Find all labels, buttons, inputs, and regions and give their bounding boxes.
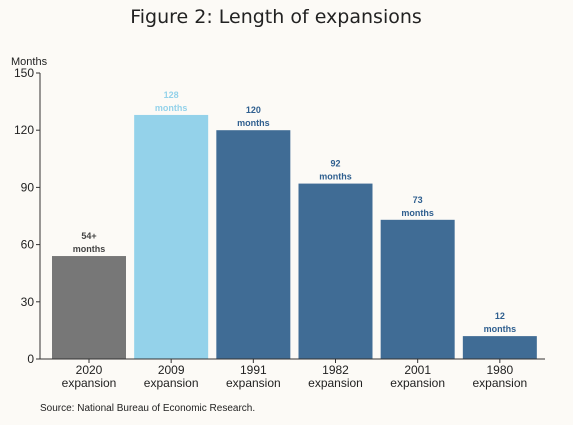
bar-value-label: 128 <box>164 90 179 100</box>
x-category-label: 1991 <box>240 363 267 377</box>
x-category-sublabel: expansion <box>226 376 281 390</box>
bar-value-label: 12 <box>495 311 505 321</box>
bar-unit-label: months <box>319 172 352 182</box>
y-tick-label: 90 <box>21 180 35 194</box>
x-category-sublabel: expansion <box>390 376 445 390</box>
bar-value-label: 54+ <box>81 231 96 241</box>
x-category-sublabel: expansion <box>472 376 527 390</box>
x-category-label: 1982 <box>322 363 349 377</box>
y-tick-label: 120 <box>14 123 34 137</box>
bar-value-label: 120 <box>246 105 261 115</box>
x-category-label: 2001 <box>404 363 431 377</box>
y-tick-label: 150 <box>14 66 34 80</box>
chart-title: Figure 2: Length of expansions <box>130 6 422 28</box>
x-category-sublabel: expansion <box>62 376 117 390</box>
bar-unit-label: months <box>484 324 517 334</box>
bar <box>52 256 126 359</box>
bar <box>462 336 537 359</box>
bar-unit-label: months <box>401 208 434 218</box>
x-category-label: 2020 <box>76 363 103 377</box>
y-tick-label: 30 <box>21 295 35 309</box>
y-axis: 0 30 60 90 120 150 <box>14 66 41 366</box>
source-note: Source: National Bureau of Economic Rese… <box>40 403 255 414</box>
bar-unit-label: months <box>73 244 106 254</box>
bar-unit-label: months <box>155 103 188 113</box>
y-tick-label: 60 <box>21 238 35 252</box>
x-category-label: 1980 <box>486 363 513 377</box>
bar-value-label: 92 <box>330 159 340 169</box>
x-category-sublabel: expansion <box>308 376 363 390</box>
bar <box>216 130 291 359</box>
x-axis: 2020expansion2009expansion1991expansion1… <box>40 358 545 390</box>
bars-group: 54+ months 128 months 120 months 92 months 73 mon… <box>52 90 537 360</box>
bar <box>134 114 209 360</box>
bar-value-label: 73 <box>413 195 423 205</box>
x-category-sublabel: expansion <box>144 376 199 390</box>
x-category-label: 2009 <box>158 363 185 377</box>
bar <box>380 219 455 359</box>
bar <box>298 183 373 359</box>
bar-unit-label: months <box>237 118 270 128</box>
y-tick-label: 0 <box>27 352 34 366</box>
y-axis-unit-label: Months <box>11 56 48 68</box>
